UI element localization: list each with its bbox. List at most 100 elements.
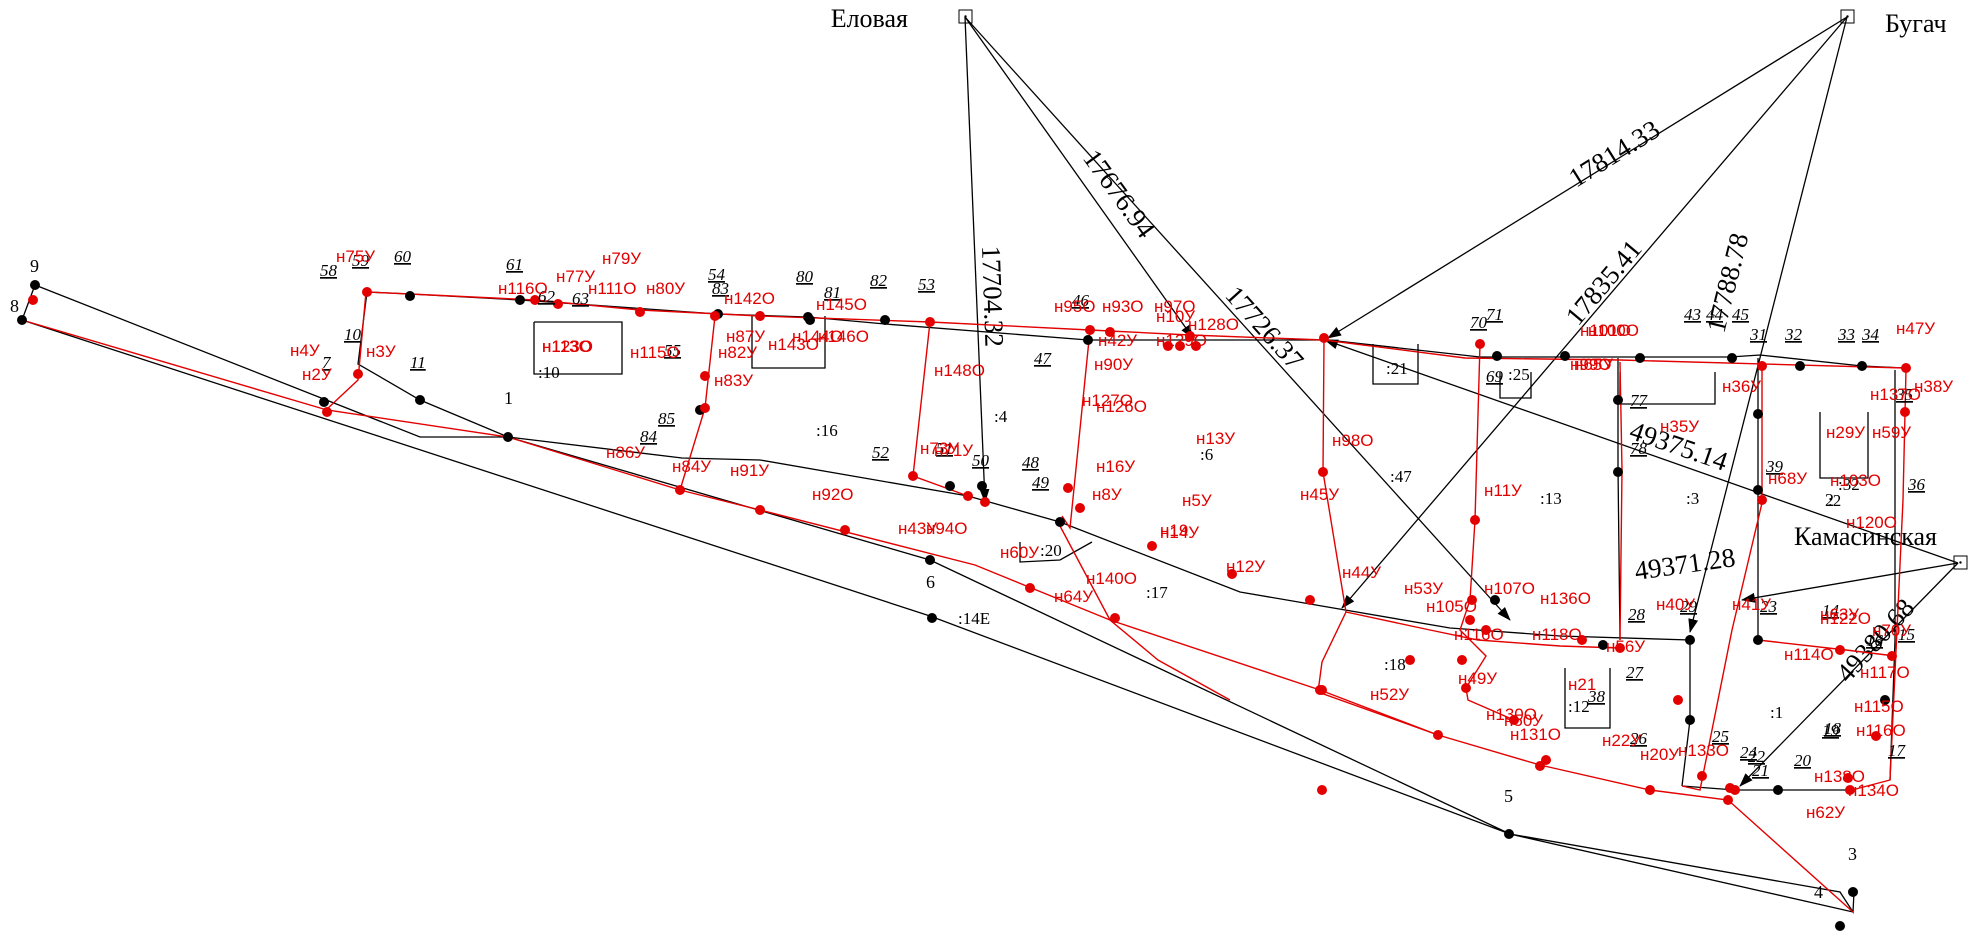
vertex-point <box>1835 921 1845 931</box>
point-label: 25 <box>1712 727 1729 746</box>
survey-outer <box>21 319 1854 913</box>
survey-label: н5У <box>1182 491 1212 510</box>
survey-point <box>1075 503 1085 513</box>
survey-block-4 <box>1317 339 1439 736</box>
point-label: 47 <box>1034 349 1053 368</box>
point-label: 39 <box>1765 457 1784 476</box>
survey-label: н90У <box>1094 355 1133 374</box>
survey-label: н144О <box>792 327 843 346</box>
vertex-point <box>415 395 425 405</box>
survey-label: н94О <box>926 519 968 538</box>
red-survey-line <box>21 291 1907 913</box>
point-label: 49 <box>1032 473 1050 492</box>
survey-label: н49У <box>1458 669 1497 688</box>
survey-label: н100О <box>1588 321 1639 340</box>
vertex-point <box>1598 640 1608 650</box>
point-label: 60 <box>394 247 412 266</box>
survey-label: н142О <box>724 289 775 308</box>
measure-line-kamas-2 <box>1741 562 1959 603</box>
survey-point <box>1615 643 1625 653</box>
survey-point <box>1723 795 1733 805</box>
survey-label: н3У <box>366 342 396 361</box>
survey-point <box>1317 685 1327 695</box>
vertex-point <box>1490 595 1500 605</box>
survey-point <box>1901 363 1911 373</box>
survey-point <box>925 317 935 327</box>
survey-point <box>1147 541 1157 551</box>
survey-point <box>1887 651 1897 661</box>
survey-label: н118О <box>1532 625 1582 644</box>
survey-point <box>1871 731 1881 741</box>
vertex-point <box>319 397 329 407</box>
survey-point <box>530 295 540 305</box>
point-label: 70 <box>1470 313 1488 332</box>
corner-labels: 9 8 1 6 5 3 4 2 <box>10 256 1857 902</box>
red-point-labels: н75У н4У н2У н3У н116О н77У н79У н111О н… <box>290 247 1953 822</box>
point-label: 52 <box>872 443 890 462</box>
point-label: 85 <box>658 409 675 428</box>
survey-label: н84У <box>672 457 711 476</box>
point-label: 53 <box>918 275 935 294</box>
survey-point <box>1433 730 1443 740</box>
survey-point <box>1465 615 1475 625</box>
point-label: 54 <box>708 265 726 284</box>
survey-label: н83У <box>714 371 753 390</box>
vertex-point <box>30 280 40 290</box>
point-label: 51 <box>936 439 953 458</box>
vertex-point <box>945 481 955 491</box>
survey-point <box>1467 595 1477 605</box>
survey-label: н92О <box>812 485 854 504</box>
survey-label: н65У <box>1574 355 1613 374</box>
survey-point <box>700 403 710 413</box>
point-label: 61 <box>506 255 523 274</box>
inner-black-lower <box>1681 785 1852 791</box>
point-label: 26 <box>1630 729 1648 748</box>
survey-label: н73У <box>920 439 959 458</box>
survey-label: н82У <box>718 343 757 362</box>
survey-point <box>553 299 563 309</box>
measure-line-bugach-2 <box>1341 16 1848 609</box>
vertex-point <box>1613 395 1623 405</box>
inner-rect-4 <box>1499 372 1532 399</box>
point-label: 11 <box>410 353 426 372</box>
point-label: 63 <box>572 289 589 308</box>
parcel-label: :14E <box>958 609 990 628</box>
vertex-point <box>17 315 27 325</box>
survey-label: н20У <box>1640 745 1679 764</box>
parcel-label: :47 <box>1390 467 1412 486</box>
survey-label: н143О <box>768 335 819 354</box>
survey-label: н71У <box>934 441 973 460</box>
vertex-point <box>1635 353 1645 363</box>
vertex-point <box>1753 409 1763 419</box>
survey-label: н77У <box>556 267 595 286</box>
survey-label: н128О <box>1188 315 1239 334</box>
vertex-point <box>927 613 937 623</box>
survey-point <box>1185 331 1195 341</box>
parcel-label: :17 <box>1146 583 1168 602</box>
survey-point <box>1470 515 1480 525</box>
vertex-point <box>1880 695 1890 705</box>
vertex-point <box>405 291 415 301</box>
survey-label: н11У <box>1484 481 1522 500</box>
corner-label: 3 <box>1848 844 1857 864</box>
survey-point <box>1405 655 1415 665</box>
survey-point <box>1730 785 1740 795</box>
survey-point <box>1457 655 1467 665</box>
survey-point <box>1645 785 1655 795</box>
point-label: 81 <box>824 283 841 302</box>
parcel-label: :3 <box>1686 489 1699 508</box>
survey-point <box>755 505 765 515</box>
survey-label: н62У <box>1806 803 1845 822</box>
survey-point <box>675 485 685 495</box>
survey-label: н64У <box>1054 587 1093 606</box>
survey-label: н129О <box>1156 331 1207 350</box>
point-label: 7 <box>322 353 332 372</box>
measurement-label: 17814.33 <box>1563 114 1665 193</box>
measurement-label: 49371.28 <box>1633 542 1737 586</box>
survey-point <box>1509 715 1519 725</box>
vertex-point <box>1613 467 1623 477</box>
survey-label: н98О <box>1332 431 1374 450</box>
survey-label: н133О <box>1678 741 1729 760</box>
measurement-label: 17704.32 <box>976 245 1010 347</box>
point-label: 14 <box>1822 601 1840 620</box>
